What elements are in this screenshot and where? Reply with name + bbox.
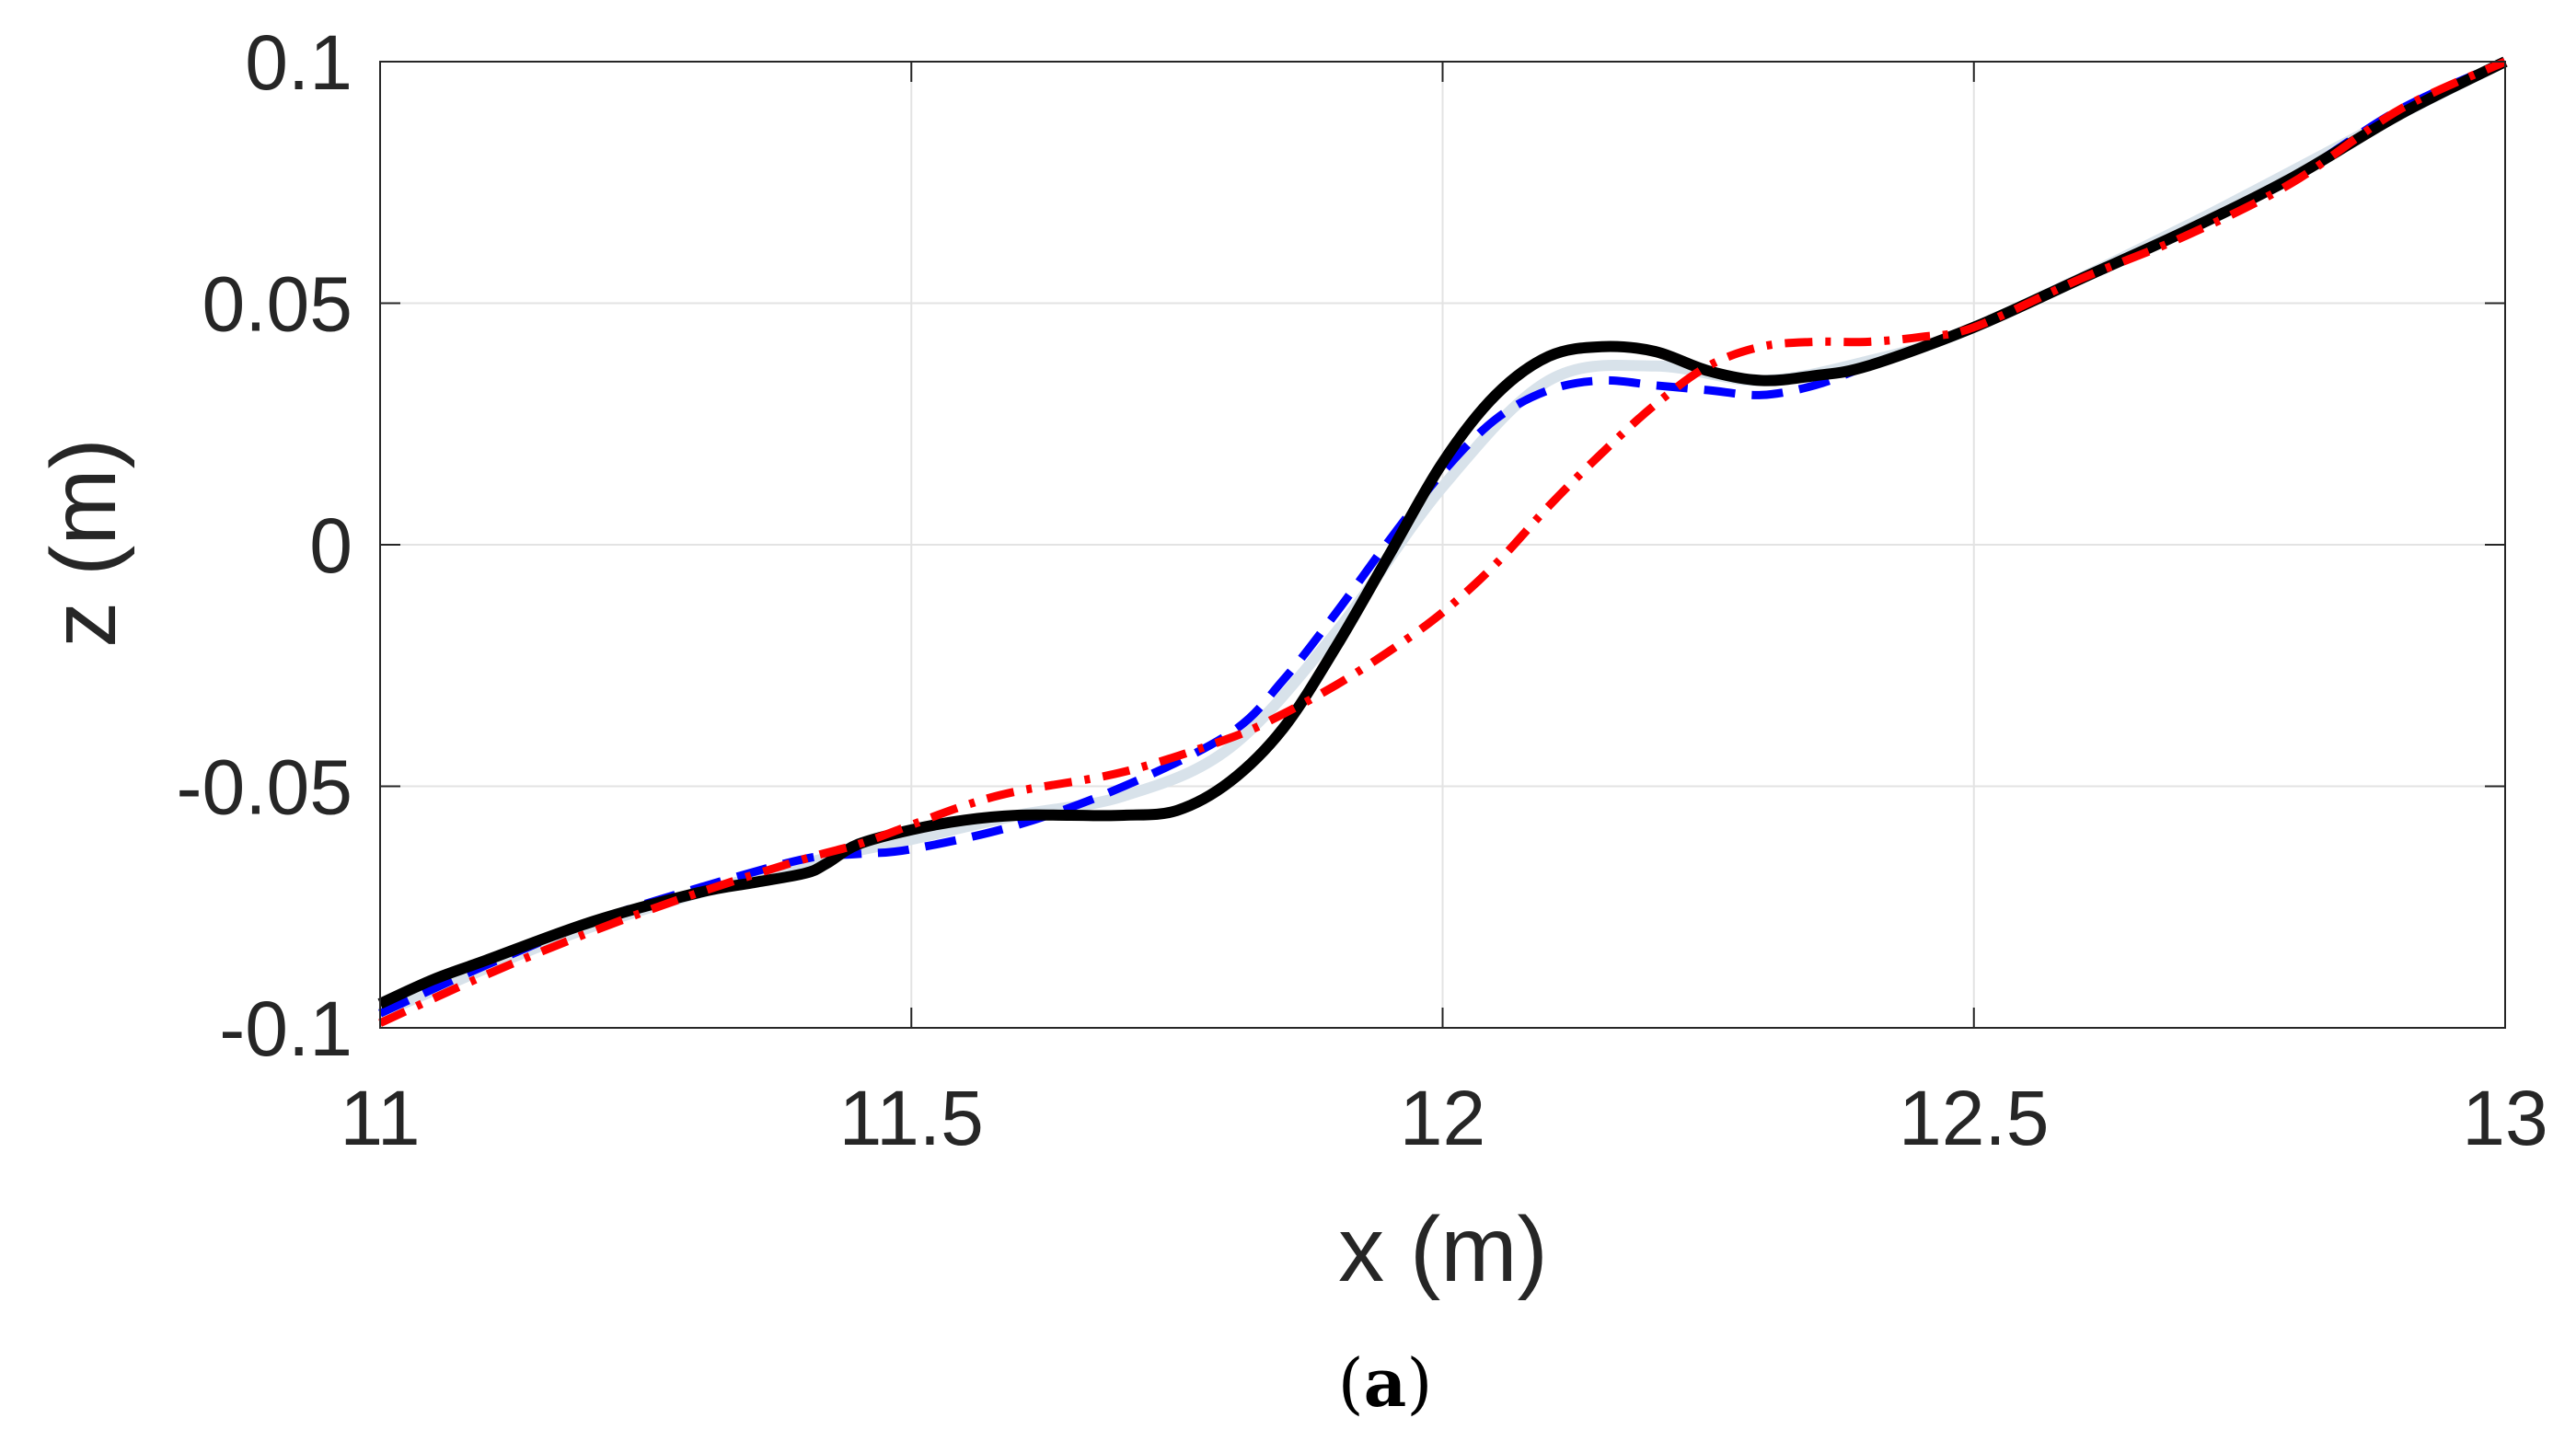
caption-close-paren: ) [1406, 1344, 1432, 1422]
x-tick-label: 13 [2462, 1075, 2547, 1161]
x-axis-label: x (m) [1338, 1198, 1548, 1301]
y-tick-label: 0 [309, 502, 352, 589]
x-tick-label: 12.5 [1899, 1075, 2050, 1161]
caption-open-paren: ( [1338, 1344, 1364, 1422]
series-group [377, 56, 2508, 1027]
y-tick-label: -0.05 [177, 744, 352, 831]
figure-caption: (a) [1338, 1343, 1433, 1422]
caption-letter: a [1364, 1343, 1407, 1422]
y-tick-label: 0.05 [202, 261, 353, 348]
series-red-dashdot-line [378, 57, 2507, 1027]
grid [379, 61, 2506, 1029]
x-tick-label: 12 [1400, 1075, 1485, 1161]
y-tick-label: -0.1 [219, 986, 352, 1072]
ticks [379, 61, 2506, 1029]
x-tick-label: 11 [340, 1075, 420, 1161]
x-tick-label: 11.5 [839, 1075, 984, 1161]
y-axis-label: z (m) [32, 438, 135, 648]
y-tick-label: 0.1 [245, 19, 352, 106]
tick-labels: 11 11.5 12 12.5 13 -0.1 -0.05 0 0.05 0.1 [177, 19, 2548, 1161]
